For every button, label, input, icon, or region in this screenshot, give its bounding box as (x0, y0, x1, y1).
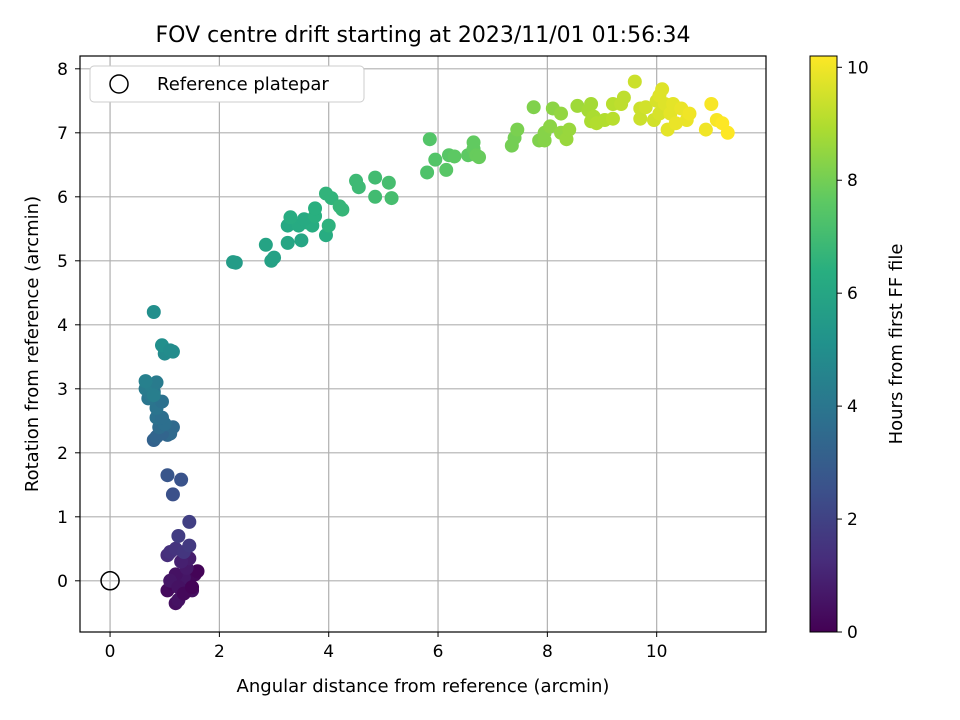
data-point (554, 106, 569, 121)
data-point (655, 82, 670, 97)
data-point (584, 97, 599, 111)
data-point (526, 100, 541, 115)
data-point (280, 235, 295, 250)
data-point (171, 529, 186, 543)
data-point (351, 180, 366, 195)
grid-lines (80, 56, 766, 632)
data-points (138, 74, 735, 611)
data-point (294, 233, 309, 248)
data-point (297, 212, 312, 227)
y-tick-label: 5 (57, 252, 68, 272)
data-point (638, 100, 653, 115)
data-point (543, 119, 558, 134)
data-point (562, 122, 577, 137)
y-tick-label: 1 (57, 508, 68, 528)
colorbar-gradient (809, 55, 838, 633)
data-point (335, 202, 350, 217)
colorbar-tick-label: 6 (847, 284, 858, 304)
x-tick-label: 10 (646, 642, 668, 662)
data-point (258, 237, 273, 252)
y-tick-label: 4 (57, 316, 68, 336)
data-point (228, 255, 243, 270)
x-tick-label: 8 (542, 642, 553, 662)
data-point (321, 218, 336, 233)
data-point (146, 388, 161, 403)
data-point (165, 487, 180, 502)
data-point (160, 468, 175, 483)
colorbar-label: Hours from first FF file (886, 244, 907, 445)
data-point (267, 250, 282, 265)
colorbar-tick-label: 0 (847, 623, 858, 643)
data-point (616, 90, 631, 105)
data-point (633, 111, 648, 126)
reference-platepar-marker (100, 571, 120, 591)
data-point (472, 150, 487, 165)
y-tick-label: 3 (57, 380, 68, 400)
data-point (381, 175, 396, 190)
colorbar: 0 2 4 6 8 10 Hours from first FF file (809, 55, 907, 643)
colorbar-ticks: 0 2 4 6 8 10 (837, 58, 869, 643)
plot-background (80, 56, 766, 632)
y-tick-label: 6 (57, 188, 68, 208)
data-point (447, 149, 462, 164)
x-axis-ticks: 0 2 4 6 8 10 (105, 632, 668, 662)
plot-area: 0 2 4 6 8 10 0 1 2 3 4 5 6 7 8 (57, 55, 767, 662)
data-point (682, 106, 697, 121)
chart-title: FOV centre drift starting at 2023/11/01 … (156, 23, 691, 48)
data-point (704, 97, 719, 111)
data-point (182, 514, 197, 529)
colorbar-tick-label: 8 (847, 171, 858, 191)
data-point (698, 122, 713, 137)
x-tick-label: 4 (323, 642, 334, 662)
data-point (149, 375, 164, 390)
x-axis-label: Angular distance from reference (arcmin) (237, 676, 610, 697)
x-tick-label: 6 (433, 642, 444, 662)
legend-box (89, 65, 365, 103)
data-point (163, 343, 178, 358)
data-point (182, 538, 197, 553)
data-point (138, 374, 153, 389)
colorbar-tick-label: 10 (847, 58, 869, 78)
data-point (420, 165, 435, 180)
x-tick-label: 0 (105, 642, 116, 662)
data-point (308, 201, 323, 216)
colorbar-tick-label: 4 (847, 397, 858, 417)
y-tick-label: 2 (57, 444, 68, 464)
data-point (185, 580, 200, 595)
legend-entry-label: Reference platepar (157, 74, 329, 95)
data-point (174, 472, 189, 487)
y-tick-label: 0 (57, 572, 68, 592)
legend: Reference platepar (89, 65, 365, 103)
x-tick-label: 2 (214, 642, 225, 662)
data-point (627, 74, 642, 89)
data-point (190, 564, 205, 579)
data-point (510, 122, 525, 137)
data-point (466, 135, 481, 150)
y-axis-ticks: 0 1 2 3 4 5 6 7 8 (57, 60, 80, 592)
y-tick-label: 8 (57, 60, 68, 80)
data-point (146, 305, 161, 319)
data-point (439, 162, 454, 177)
y-axis-label: Rotation from reference (arcmin) (22, 196, 43, 492)
legend-marker-icon (109, 74, 129, 94)
data-point (428, 152, 443, 167)
colorbar-tick-label: 2 (847, 510, 858, 530)
data-point (605, 111, 620, 126)
data-point (720, 125, 735, 140)
plot-frame (79, 55, 767, 633)
data-point (668, 116, 683, 131)
data-point (422, 132, 437, 147)
data-point (283, 210, 298, 225)
data-point (368, 170, 383, 185)
data-point (384, 191, 399, 206)
y-tick-label: 7 (57, 124, 68, 144)
data-point (570, 98, 585, 113)
data-point (368, 189, 383, 204)
